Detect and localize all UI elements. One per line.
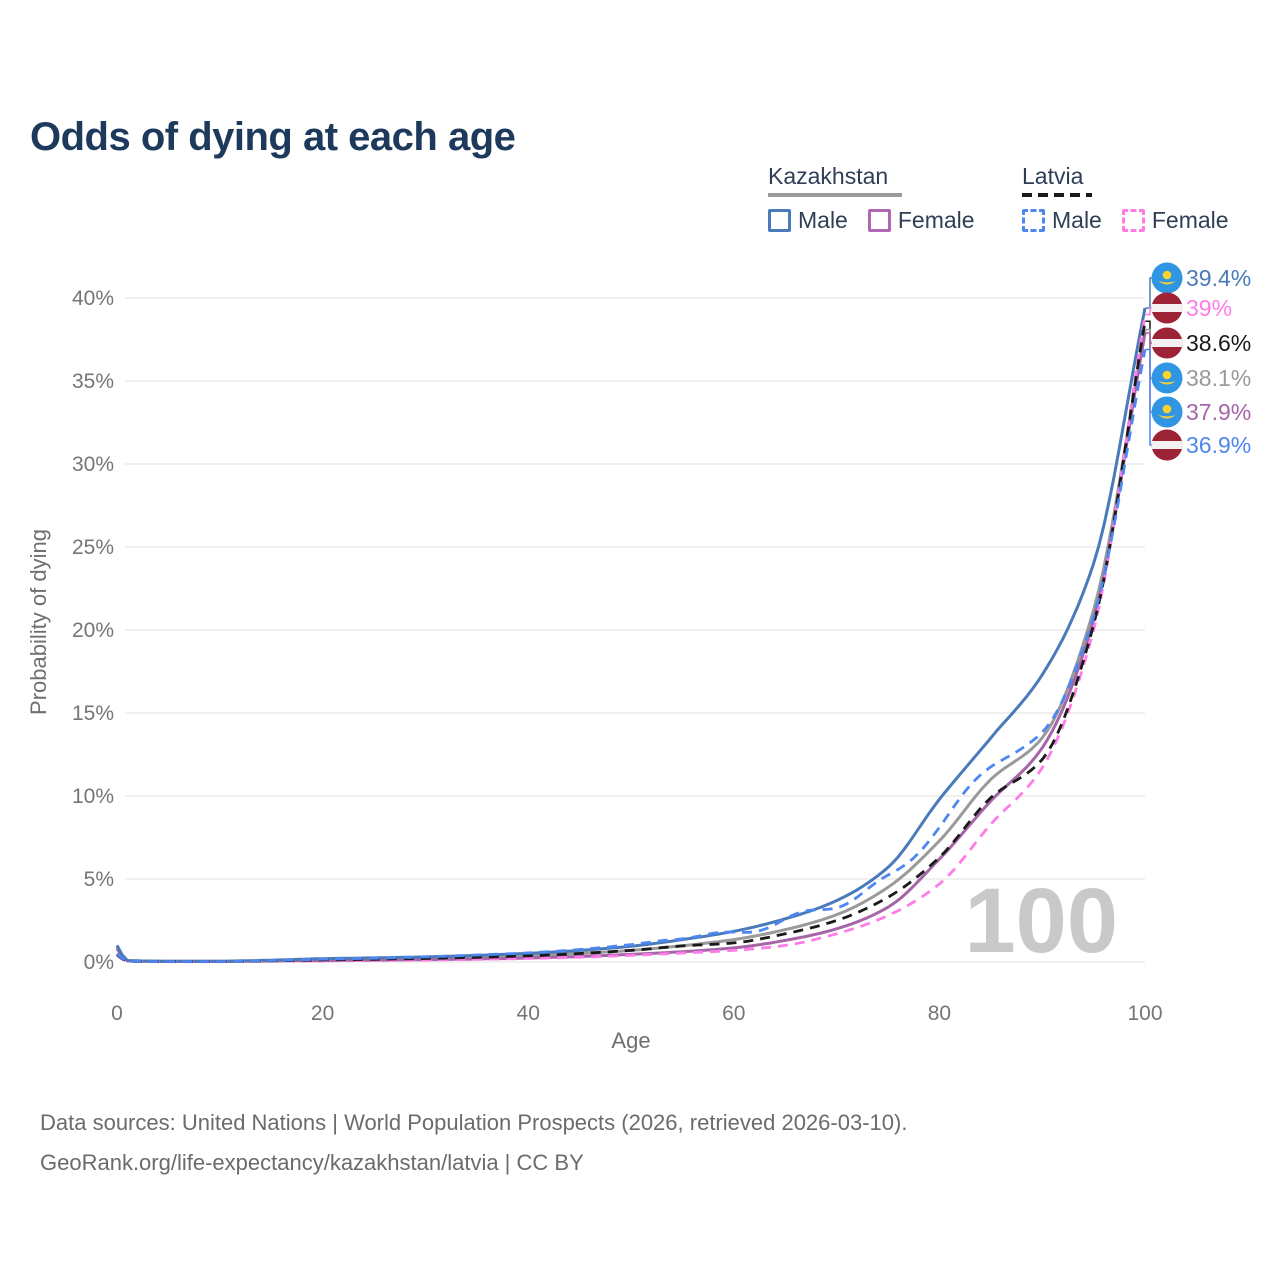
legend-group-kazakhstan: Kazakhstan Male Female bbox=[768, 163, 975, 234]
x-tick-label: 0 bbox=[111, 1002, 123, 1025]
legend-item-latvia-male[interactable]: Male bbox=[1022, 207, 1102, 234]
end-label-value[interactable]: 37.9% bbox=[1186, 399, 1251, 425]
kazakhstan-flag-icon bbox=[1151, 362, 1183, 394]
y-tick-label: 25% bbox=[72, 536, 114, 559]
line-kazakhstan-female[interactable] bbox=[115, 332, 1147, 963]
line-latvia-female[interactable] bbox=[116, 314, 1147, 964]
latvia-female-swatch bbox=[1121, 209, 1145, 232]
x-tick-label: 60 bbox=[722, 1002, 745, 1025]
y-tick-label: 20% bbox=[72, 619, 114, 642]
end-label-value[interactable]: 39.4% bbox=[1186, 265, 1251, 291]
x-tick-label: 40 bbox=[517, 1002, 540, 1025]
kazakhstan-male-swatch bbox=[768, 209, 791, 232]
y-tick-label: 10% bbox=[72, 785, 114, 808]
legend-item-label: Male bbox=[1052, 207, 1102, 233]
end-label-connector bbox=[1145, 348, 1152, 446]
end-label-value[interactable]: 36.9% bbox=[1186, 432, 1251, 458]
y-tick-label: 35% bbox=[72, 370, 114, 393]
x-tick-label: 20 bbox=[311, 1002, 334, 1025]
legend-country-latvia[interactable]: Latvia bbox=[1022, 163, 1229, 197]
end-label-connector bbox=[1145, 307, 1152, 316]
y-tick-label: 5% bbox=[84, 868, 114, 891]
x-tick-label: 80 bbox=[928, 1002, 951, 1025]
x-axis-title: Age bbox=[611, 1028, 650, 1053]
legend-item-latvia-female[interactable]: Female bbox=[1121, 207, 1229, 234]
kazakhstan-line-style-swatch bbox=[768, 193, 902, 197]
legend-item-kazakhstan-male[interactable]: Male bbox=[768, 207, 848, 234]
line-latvia-total[interactable] bbox=[116, 320, 1147, 963]
data-sources-line: Data sources: United Nations | World Pop… bbox=[40, 1110, 908, 1135]
page-title: Odds of dying at each age bbox=[30, 114, 516, 159]
line-kazakhstan-male[interactable] bbox=[115, 307, 1147, 963]
end-label-value[interactable]: 38.1% bbox=[1186, 365, 1251, 391]
latvia-line-style-swatch bbox=[1022, 193, 1092, 197]
end-label-connector bbox=[1145, 277, 1152, 309]
end-label-value[interactable]: 39% bbox=[1186, 295, 1232, 321]
legend-item-label: Male bbox=[798, 207, 848, 233]
y-axis-title: Probability of dying bbox=[26, 529, 51, 715]
latvia-flag-icon bbox=[1151, 429, 1183, 461]
kazakhstan-female-swatch bbox=[867, 209, 891, 232]
y-tick-label: 30% bbox=[72, 453, 114, 476]
line-kazakhstan-total[interactable] bbox=[115, 329, 1147, 963]
age-watermark: 100 bbox=[965, 870, 1119, 972]
latvia-flag-icon bbox=[1151, 327, 1183, 359]
y-tick-label: 15% bbox=[72, 702, 114, 725]
latvia-male-swatch bbox=[1022, 209, 1045, 232]
legend-item-label: Female bbox=[1151, 207, 1229, 233]
kazakhstan-flag-icon bbox=[1151, 396, 1183, 428]
legend-item-kazakhstan-female[interactable]: Female bbox=[867, 207, 975, 234]
legend-country-latvia-label: Latvia bbox=[1022, 163, 1084, 189]
legend-country-kazakhstan[interactable]: Kazakhstan bbox=[768, 163, 975, 197]
legend-item-label: Female bbox=[897, 207, 975, 233]
x-tick-label: 100 bbox=[1127, 1002, 1162, 1025]
y-tick-label: 40% bbox=[72, 287, 114, 310]
kazakhstan-flag-icon bbox=[1151, 262, 1183, 294]
y-tick-label: 0% bbox=[84, 951, 114, 974]
line-latvia-male[interactable] bbox=[116, 349, 1147, 963]
legend-country-kazakhstan-label: Kazakhstan bbox=[768, 163, 889, 189]
latvia-flag-icon bbox=[1151, 292, 1183, 324]
legend-group-latvia: Latvia Male Female bbox=[1022, 163, 1229, 234]
end-label-value[interactable]: 38.6% bbox=[1186, 330, 1251, 356]
attribution-line: GeoRank.org/life-expectancy/kazakhstan/l… bbox=[40, 1150, 584, 1175]
